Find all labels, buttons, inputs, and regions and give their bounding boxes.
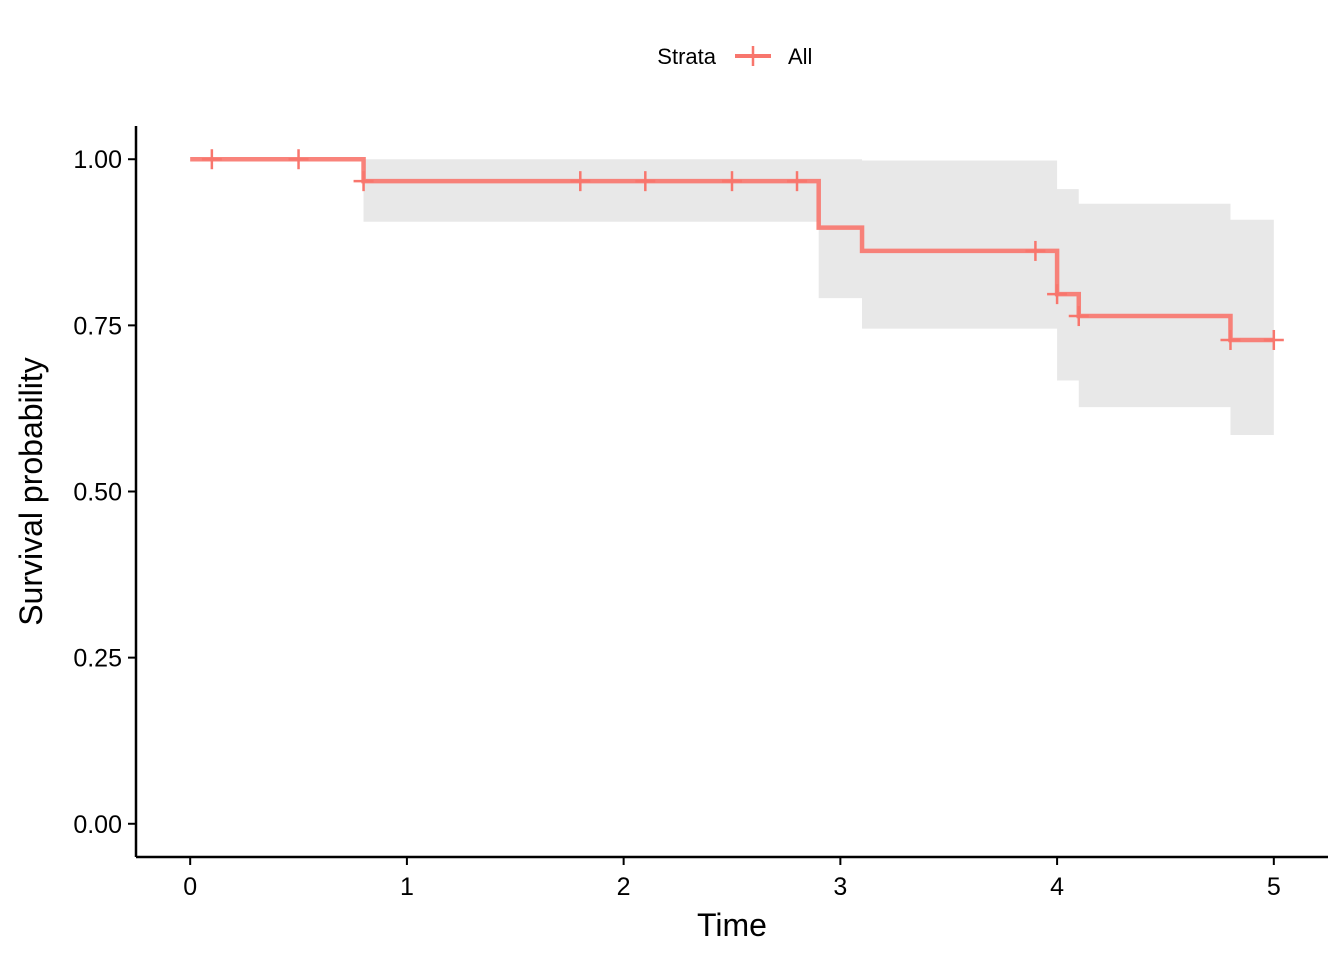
legend-key-line-icon (735, 46, 771, 66)
censor-mark (1263, 329, 1284, 350)
x-tick-label: 2 (617, 873, 631, 901)
censor-mark (722, 171, 742, 192)
censor-mark (1025, 240, 1046, 261)
y-tick-label: 1.00 (73, 146, 122, 174)
y-axis-title: Survival probability (13, 357, 49, 626)
legend-entry-label: All (788, 44, 812, 69)
tick-layer: 0 1 2 3 4 5 0.00 0.25 0.50 0.75 1.00 (73, 146, 1280, 901)
confidence-band-layer (190, 159, 1274, 436)
x-tick-label: 5 (1267, 873, 1281, 901)
y-tick-label: 0.00 (73, 811, 122, 839)
censor-marks-layer (201, 149, 1284, 350)
x-tick-label: 4 (1050, 873, 1064, 901)
x-tick-label: 0 (183, 873, 197, 901)
censor-mark (635, 171, 656, 192)
censor-mark (1047, 284, 1068, 305)
censor-mark (570, 171, 591, 192)
legend: Strata All (657, 44, 812, 69)
legend-title: Strata (657, 44, 716, 69)
survival-curve-all (190, 156, 1274, 343)
x-tick-label: 1 (400, 873, 414, 901)
confidence-band (190, 159, 1274, 436)
censor-mark (288, 149, 309, 170)
x-tick-label: 3 (833, 873, 847, 901)
censor-mark (1068, 306, 1089, 327)
y-tick-label: 0.50 (73, 479, 122, 507)
censor-mark (201, 149, 222, 170)
x-axis-title: Time (697, 907, 767, 943)
censor-mark (787, 171, 808, 192)
y-tick-label: 0.25 (73, 645, 122, 673)
survival-curve-layer (190, 156, 1274, 343)
y-tick-label: 0.75 (73, 312, 122, 340)
censor-mark (1220, 329, 1241, 350)
censor-mark (353, 171, 374, 192)
